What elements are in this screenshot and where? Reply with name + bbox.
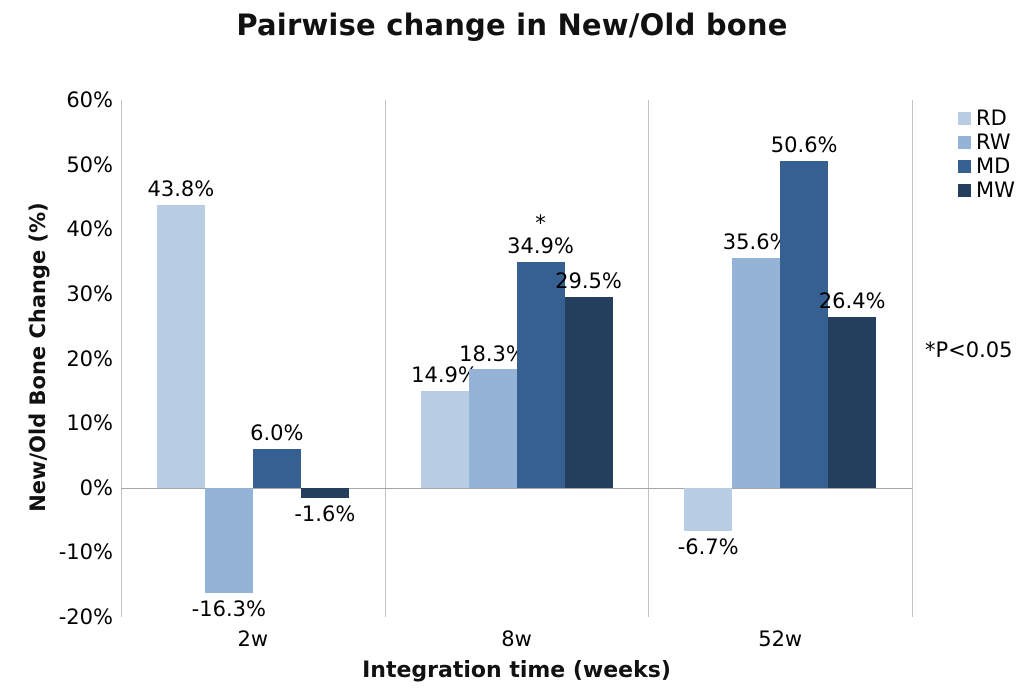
legend-item-MW: MW [958, 178, 1015, 202]
x-tick-label: 2w [237, 627, 269, 651]
y-tick-label: 10% [66, 411, 113, 436]
legend-item-RW: RW [958, 130, 1015, 154]
significance-star: * [535, 211, 546, 236]
bar-label-MD-2w: 6.0% [250, 420, 304, 445]
y-axis-line [121, 100, 122, 617]
zero-line [121, 488, 912, 489]
legend-item-RD: RD [958, 106, 1015, 130]
legend-swatch-RW [958, 135, 971, 149]
legend-label: RD [976, 106, 1007, 130]
bar-label-RD-8w: 14.9% [411, 363, 478, 388]
y-tick-label: -10% [58, 540, 113, 565]
bar-MD-8w [516, 262, 565, 488]
bar-MW-2w [300, 487, 349, 499]
bar-label-MD-52w: 50.6% [770, 132, 838, 157]
y-tick-label: -20% [58, 605, 113, 629]
legend-label: MW [976, 178, 1015, 202]
y-tick-label: 40% [66, 217, 113, 242]
legend: RD RW MD MW [958, 106, 1015, 202]
bar-MW-8w [564, 297, 613, 488]
legend-swatch-MD [958, 159, 971, 173]
bar-MD-2w [252, 448, 301, 488]
bar-RD-52w [684, 487, 733, 532]
bar-MD-52w [780, 160, 829, 488]
bar-RD-2w [156, 204, 205, 488]
legend-label: RW [976, 130, 1011, 154]
bar-label-RW-2w: -16.3% [191, 597, 266, 622]
chart-title: Pairwise change in New/Old bone [236, 8, 788, 42]
bar-label-MW-2w: -1.6% [294, 502, 356, 527]
bar-label-MW-8w: 29.5% [555, 269, 622, 294]
bar-label-RD-2w: 43.8% [147, 176, 215, 201]
bar-RW-8w [468, 369, 517, 488]
plot-area: 60% 50% 40% 30% 20% 10% 0% -10% -20% 2w 8w 52w 43.8%… [59, 88, 913, 651]
legend-swatch-MW [958, 183, 971, 197]
x-tick-label: 8w [501, 627, 532, 651]
y-tick-label: 0% [79, 475, 113, 500]
bar-RD-8w [420, 391, 469, 488]
bar-label-MD-8w: * 34.9% [507, 211, 574, 259]
bar-label-MW-52w: 26.4% [818, 289, 886, 314]
bar-MW-52w [828, 317, 877, 488]
category-separator [648, 100, 649, 617]
y-tick-label: 50% [66, 152, 113, 177]
legend-swatch-RD [958, 111, 971, 125]
bar-label-RD-52w: -6.7% [677, 535, 739, 560]
legend-label: MD [976, 154, 1011, 178]
bar-label-RW-52w: 35.6% [722, 229, 790, 254]
category-separator [385, 100, 386, 617]
x-axis-title: Integration time (weeks) [362, 658, 671, 683]
significance-note: *P<0.05 [925, 338, 1013, 362]
bar-RW-52w [732, 257, 781, 488]
bar-label-RW-8w: 18.3% [459, 341, 526, 366]
legend-item-MD: MD [958, 154, 1015, 178]
y-tick-label: 30% [66, 281, 113, 306]
x-tick-label: 52w [758, 627, 803, 651]
plot-right-border [912, 100, 913, 617]
bar-RW-2w [204, 487, 253, 594]
y-tick-label: 60% [66, 88, 113, 112]
y-tick-label: 20% [66, 346, 113, 371]
